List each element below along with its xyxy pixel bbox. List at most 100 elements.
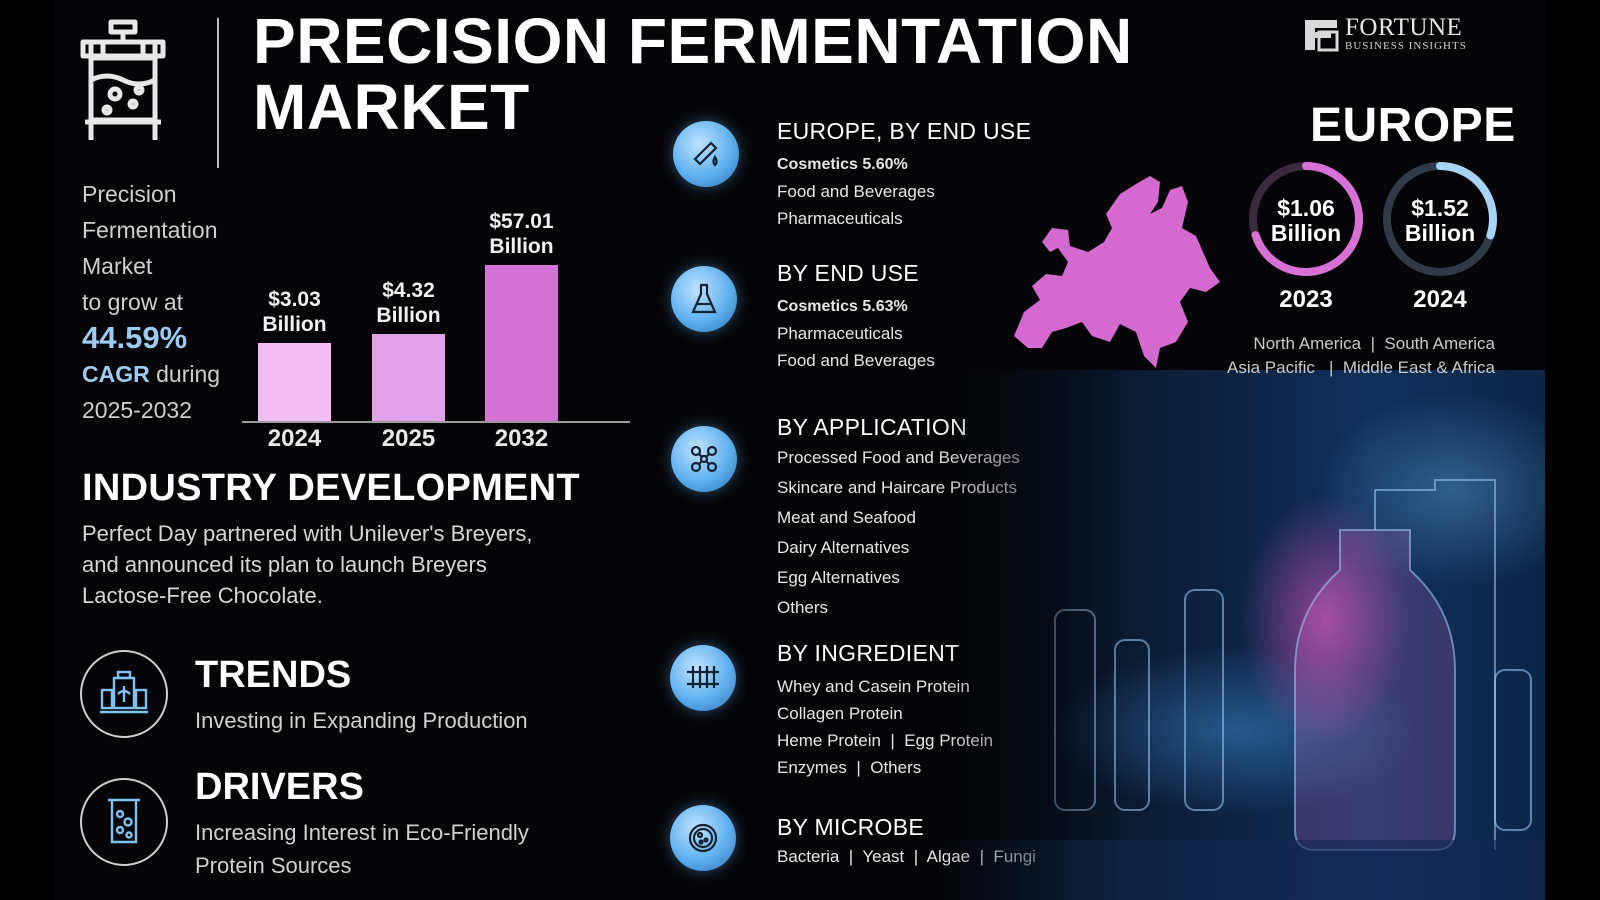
- bar-value-unit: Billion: [489, 235, 554, 258]
- brand-logo: FORTUNE BUSINESS INSIGHTS: [1305, 14, 1467, 52]
- lab-glassware-illustration: [935, 479, 1545, 900]
- brand-mark-icon: [1305, 20, 1339, 52]
- ring-2023-fill: [1249, 162, 1363, 276]
- title-line-1: PRECISION FERMENTATION: [253, 5, 1133, 77]
- intro-line-4: to grow at: [82, 289, 183, 315]
- infographic: PRECISION FERMENTATION MARKET FORTUNE BU…: [55, 0, 1545, 900]
- cagr-during: during: [149, 361, 221, 387]
- market-intro: Precision Fermentation Market to grow at…: [82, 176, 252, 428]
- test-tube-drop-icon: [693, 141, 718, 167]
- industry-development-text: Perfect Day partnered with Unilever's Br…: [82, 518, 602, 611]
- drivers-line-1: Increasing Interest in Eco-Friendly: [195, 820, 529, 845]
- bar-year-label: 2032: [494, 425, 549, 452]
- industry-line-2: and announced its plan to launch Breyers: [82, 552, 487, 577]
- forecast-period: 2025-2032: [82, 397, 192, 423]
- bar-value-amount: $57.01: [489, 210, 554, 233]
- segment-line: Cosmetics 5.60%: [777, 156, 908, 173]
- trends-text: Investing in Expanding Production: [195, 708, 528, 733]
- brand-subtitle: BUSINESS INSIGHTS: [1345, 40, 1467, 52]
- segment-title: BY MICROBE: [777, 814, 924, 840]
- segment-line: Meat and Seafood: [777, 508, 916, 527]
- header-divider: [217, 18, 219, 168]
- segment-line: Enzymes | Others: [777, 758, 922, 777]
- molecule-icon: [690, 445, 718, 473]
- europe-map: [1014, 176, 1220, 368]
- bar-value-amount: $3.03: [268, 288, 321, 311]
- segment-end-use: BY END USE Cosmetics 5.63% Pharmaceutica…: [777, 260, 935, 374]
- segment-title: EUROPE, BY END USE: [777, 118, 1032, 144]
- segment-ingredient: BY INGREDIENT Whey and Casein Protein Co…: [777, 640, 993, 781]
- segment-line: Dairy Alternatives: [777, 538, 910, 557]
- trends-icon-circle: [80, 650, 168, 738]
- bar-value-label: $3.03 Billion: [238, 287, 351, 337]
- segment-line: Collagen Protein: [777, 704, 903, 723]
- ring-2023-amount: $1.06: [1277, 195, 1335, 221]
- production-plant-icon: [100, 670, 148, 714]
- ring-2024-fill: [1383, 162, 1497, 276]
- segment-line: Cosmetics 5.63%: [777, 298, 908, 315]
- industry-line-3: Lactose-Free Chocolate.: [82, 583, 323, 608]
- bar-year-label: 2025: [381, 425, 436, 452]
- segment-line: Food and Beverages: [777, 351, 935, 370]
- ring-2023-unit: Billion: [1270, 220, 1342, 246]
- ring-2023-value: $1.06 Billion: [1247, 196, 1365, 246]
- drivers-icon-circle: [80, 778, 168, 866]
- other-regions: North America | South America Asia Pacif…: [1165, 332, 1495, 380]
- region-title: EUROPE: [1310, 99, 1516, 152]
- laboratory-photo: [935, 370, 1545, 900]
- bar-2024: [258, 343, 331, 421]
- drivers-text: Increasing Interest in Eco-Friendly Prot…: [195, 816, 529, 882]
- segment-bubble-end-use: [671, 266, 737, 332]
- bar-value-label: $57.01 Billion: [465, 209, 578, 259]
- petri-dish-icon: [688, 823, 718, 853]
- brand-name: FORTUNE: [1345, 14, 1463, 41]
- ring-2024-unit: Billion: [1404, 220, 1476, 246]
- segment-bubble-ingredient: [670, 645, 736, 711]
- bar-year-label: 2024: [267, 425, 322, 452]
- segment-bubble-microbe: [670, 805, 736, 871]
- test-tube-rack-icon: [687, 666, 719, 688]
- intro-line-2: Fermentation: [82, 217, 218, 243]
- cagr-value: 44.59%: [82, 320, 188, 355]
- ring-2024: [1383, 162, 1497, 276]
- flask-icon: [691, 283, 717, 314]
- fermenter-icon: [80, 19, 166, 140]
- segment-title: BY END USE: [777, 260, 919, 286]
- cagr-label: CAGR: [82, 361, 150, 387]
- bar-value-unit: Billion: [376, 304, 441, 327]
- ring-2024-year: 2024: [1413, 286, 1467, 313]
- title-line-2: MARKET: [253, 71, 530, 143]
- ring-2024-value: $1.52 Billion: [1381, 196, 1499, 246]
- drivers-line-2: Protein Sources: [195, 853, 352, 878]
- bar-value-unit: Billion: [262, 313, 327, 336]
- industry-development-title: INDUSTRY DEVELOPMENT: [82, 467, 580, 509]
- segment-line: Pharmaceuticals: [777, 209, 903, 228]
- segment-line: Others: [777, 598, 829, 617]
- segment-europe-end-use: EUROPE, BY END USE Cosmetics 5.60% Food …: [777, 118, 1031, 232]
- trends-title: TRENDS: [195, 654, 352, 696]
- intro-line-1: Precision: [82, 181, 177, 207]
- drivers-title: DRIVERS: [195, 766, 364, 808]
- bar-value-amount: $4.32: [382, 279, 435, 302]
- segment-line: Whey and Casein Protein: [777, 677, 970, 696]
- segment-line: Pharmaceuticals: [777, 324, 903, 343]
- segment-bubble-application: [671, 426, 737, 492]
- chart-axis: [242, 421, 630, 423]
- ring-2023: [1249, 162, 1363, 276]
- ring-2023-year: 2023: [1279, 286, 1333, 313]
- bar-2032: [485, 265, 558, 421]
- ring-2024-amount: $1.52: [1411, 195, 1469, 221]
- segment-line: Food and Beverages: [777, 182, 935, 201]
- page-title: PRECISION FERMENTATION MARKET: [253, 8, 1133, 140]
- segment-title: BY INGREDIENT: [777, 640, 960, 666]
- regions-line-1: North America | South America: [1253, 334, 1495, 353]
- segment-bubble-europe-end-use: [673, 121, 739, 187]
- bar-value-label: $4.32 Billion: [352, 278, 465, 328]
- segment-line: Egg Alternatives: [777, 568, 900, 587]
- regions-line-2: Asia Pacific | Middle East & Africa: [1226, 358, 1495, 377]
- beaker-icon: [108, 798, 140, 844]
- market-size-chart: $3.03 Billion 2024 $4.32 Billion 2025 $57.01 Bi…: [242, 190, 632, 452]
- intro-line-3: Market: [82, 253, 153, 279]
- bar-2025: [372, 334, 445, 421]
- industry-line-1: Perfect Day partnered with Unilever's Br…: [82, 521, 533, 546]
